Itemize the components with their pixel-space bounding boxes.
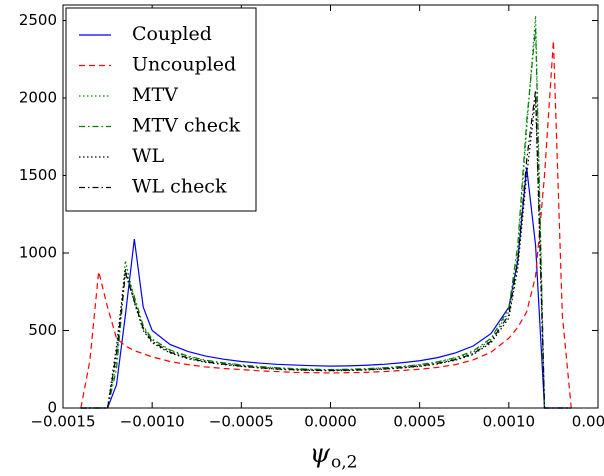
x-tick-label: −0.0005	[209, 413, 274, 431]
y-tick-label: 2500	[19, 11, 57, 29]
y-tick-label: 1500	[19, 166, 57, 184]
x-tick-label: −0.0010	[120, 413, 185, 431]
x-tick-label: 0.0005	[393, 413, 446, 431]
legend-label: WL	[132, 145, 165, 167]
series-line	[80, 90, 572, 409]
legend-label: WL check	[132, 176, 227, 198]
x-tick-label: 0.0015	[572, 413, 604, 431]
x-axis-label: ψ	[310, 439, 331, 469]
y-tick-label: 1000	[19, 244, 57, 262]
y-tick-label: 0	[47, 399, 57, 417]
legend-box	[65, 7, 257, 212]
series-line	[80, 15, 572, 409]
y-tick-label: 500	[28, 321, 57, 339]
series-line	[80, 28, 572, 409]
x-axis-label-subscript: o,2	[331, 453, 357, 473]
x-tick-label: −0.0015	[30, 413, 95, 431]
series-line	[80, 167, 572, 409]
legend-label: Uncoupled	[132, 54, 236, 76]
x-tick-label: 0.0000	[304, 413, 357, 431]
legend-label: Coupled	[132, 23, 212, 45]
legend-label: MTV check	[132, 115, 241, 137]
legend-label: MTV	[132, 84, 178, 106]
y-tick-label: 2000	[19, 89, 57, 107]
x-tick-label: 0.0010	[483, 413, 536, 431]
